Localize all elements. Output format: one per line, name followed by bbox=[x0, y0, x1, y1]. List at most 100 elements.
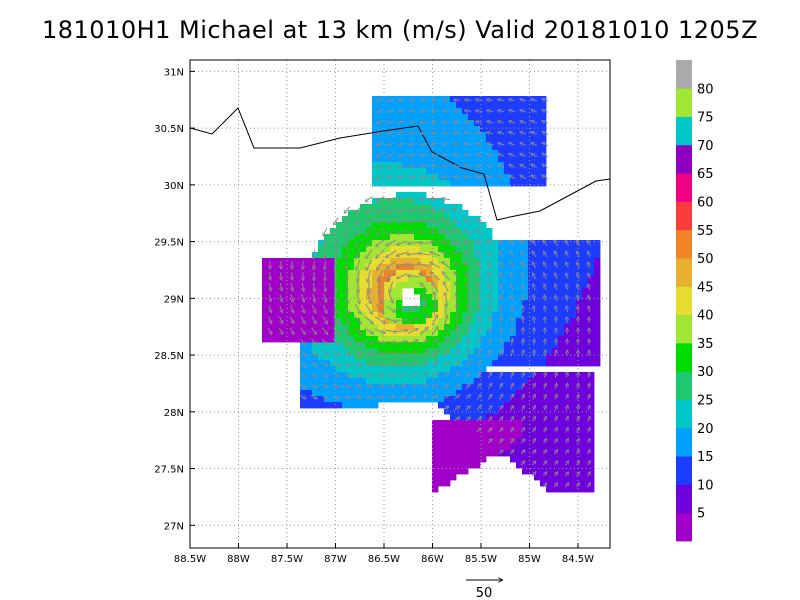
wind-speed-cell bbox=[366, 318, 373, 325]
wind-speed-cell bbox=[510, 162, 517, 169]
wind-speed-cell bbox=[552, 408, 559, 415]
wind-speed-cell bbox=[450, 168, 457, 175]
wind-speed-cell bbox=[396, 180, 403, 187]
wind-speed-cell bbox=[528, 390, 535, 397]
wind-speed-cell bbox=[594, 360, 601, 367]
wind-speed-cell bbox=[564, 276, 571, 283]
wind-speed-cell bbox=[480, 126, 487, 133]
wind-speed-cell bbox=[534, 138, 541, 145]
wind-speed-cell bbox=[390, 342, 397, 349]
wind-speed-cell bbox=[402, 180, 409, 187]
wind-speed-cell bbox=[450, 348, 457, 355]
wind-speed-cell bbox=[402, 126, 409, 133]
wind-speed-cell bbox=[396, 144, 403, 151]
wind-speed-cell bbox=[414, 258, 421, 265]
wind-speed-cell bbox=[546, 306, 553, 313]
wind-speed-cell bbox=[534, 180, 541, 187]
wind-vector bbox=[385, 330, 396, 332]
wind-speed-cell bbox=[546, 474, 553, 481]
wind-speed-cell bbox=[462, 294, 469, 301]
wind-speed-cell bbox=[384, 120, 391, 127]
wind-speed-cell bbox=[582, 438, 589, 445]
wind-speed-cell bbox=[262, 324, 269, 331]
wind-speed-cell bbox=[528, 402, 535, 409]
wind-vector bbox=[556, 350, 557, 356]
wind-speed-cell bbox=[300, 348, 307, 355]
wind-speed-cell bbox=[552, 402, 559, 409]
wind-vector bbox=[556, 317, 557, 323]
wind-speed-cell bbox=[546, 486, 553, 493]
wind-vector bbox=[310, 394, 317, 398]
wind-speed-cell bbox=[444, 216, 451, 223]
wind-speed-cell bbox=[468, 228, 475, 235]
wind-speed-cell bbox=[286, 258, 293, 265]
colorbar-label: 70 bbox=[697, 139, 714, 154]
wind-vector bbox=[499, 262, 504, 269]
wind-speed-cell bbox=[280, 258, 287, 265]
wind-speed-cell bbox=[528, 282, 535, 289]
wind-speed-cell bbox=[468, 366, 475, 373]
wind-speed-cell bbox=[456, 426, 463, 433]
wind-vector bbox=[533, 284, 535, 291]
wind-speed-cell bbox=[420, 336, 427, 343]
wind-speed-cell bbox=[582, 318, 589, 325]
wind-speed-cell bbox=[480, 456, 487, 463]
colorbar-label: 20 bbox=[697, 422, 714, 437]
wind-speed-cell bbox=[408, 156, 415, 163]
lat-tick-label: 29.5N bbox=[154, 238, 184, 249]
wind-speed-cell bbox=[420, 234, 427, 241]
wind-speed-cell bbox=[516, 402, 523, 409]
wind-speed-cell bbox=[396, 360, 403, 367]
wind-speed-cell bbox=[564, 384, 571, 391]
wind-vector bbox=[423, 293, 424, 303]
wind-speed-cell bbox=[462, 210, 469, 217]
wind-vector bbox=[420, 144, 428, 145]
wind-speed-cell bbox=[306, 372, 313, 379]
wind-speed-cell bbox=[342, 348, 349, 355]
wind-speed-cell bbox=[426, 330, 433, 337]
wind-speed-cell bbox=[528, 360, 535, 367]
wind-speed-cell bbox=[558, 294, 565, 301]
wind-speed-cell bbox=[262, 288, 269, 295]
wind-vector bbox=[489, 339, 491, 346]
wind-speed-cell bbox=[432, 168, 439, 175]
wind-speed-cell bbox=[492, 168, 499, 175]
wind-speed-cell bbox=[540, 444, 547, 451]
wind-speed-cell bbox=[444, 102, 451, 109]
wind-speed-cell bbox=[312, 366, 319, 373]
wind-speed-cell bbox=[540, 258, 547, 265]
wind-speed-cell bbox=[540, 144, 547, 151]
wind-speed-cell bbox=[348, 276, 355, 283]
wind-speed-cell bbox=[468, 390, 475, 397]
wind-speed-cell bbox=[528, 144, 535, 151]
wind-vector bbox=[453, 176, 461, 177]
wind-speed-cell bbox=[426, 234, 433, 241]
wind-speed-cell bbox=[420, 276, 427, 283]
wind-speed-cell bbox=[378, 390, 385, 397]
wind-speed-cell bbox=[528, 456, 535, 463]
wind-speed-cell bbox=[522, 306, 529, 313]
wind-speed-cell bbox=[310, 258, 317, 265]
wind-speed-cell bbox=[588, 246, 595, 253]
wind-speed-cell bbox=[570, 444, 577, 451]
wind-vector bbox=[333, 304, 338, 314]
wind-speed-cell bbox=[576, 348, 583, 355]
wind-vector bbox=[531, 154, 538, 157]
wind-vector bbox=[421, 122, 428, 123]
wind-speed-cell bbox=[414, 222, 421, 229]
wind-speed-cell bbox=[408, 234, 415, 241]
wind-speed-cell bbox=[372, 354, 379, 361]
wind-vector bbox=[588, 472, 591, 477]
wind-speed-cell bbox=[504, 360, 511, 367]
wind-speed-cell bbox=[328, 270, 335, 277]
wind-speed-cell bbox=[552, 324, 559, 331]
wind-vector bbox=[554, 240, 559, 246]
wind-speed-cell bbox=[462, 372, 469, 379]
wind-speed-cell bbox=[588, 276, 595, 283]
wind-speed-cell bbox=[402, 144, 409, 151]
wind-speed-cell bbox=[576, 390, 583, 397]
wind-speed-cell bbox=[594, 294, 601, 301]
wind-speed-cell bbox=[588, 264, 595, 271]
wind-speed-cell bbox=[444, 210, 451, 217]
wind-speed-cell bbox=[360, 222, 367, 229]
